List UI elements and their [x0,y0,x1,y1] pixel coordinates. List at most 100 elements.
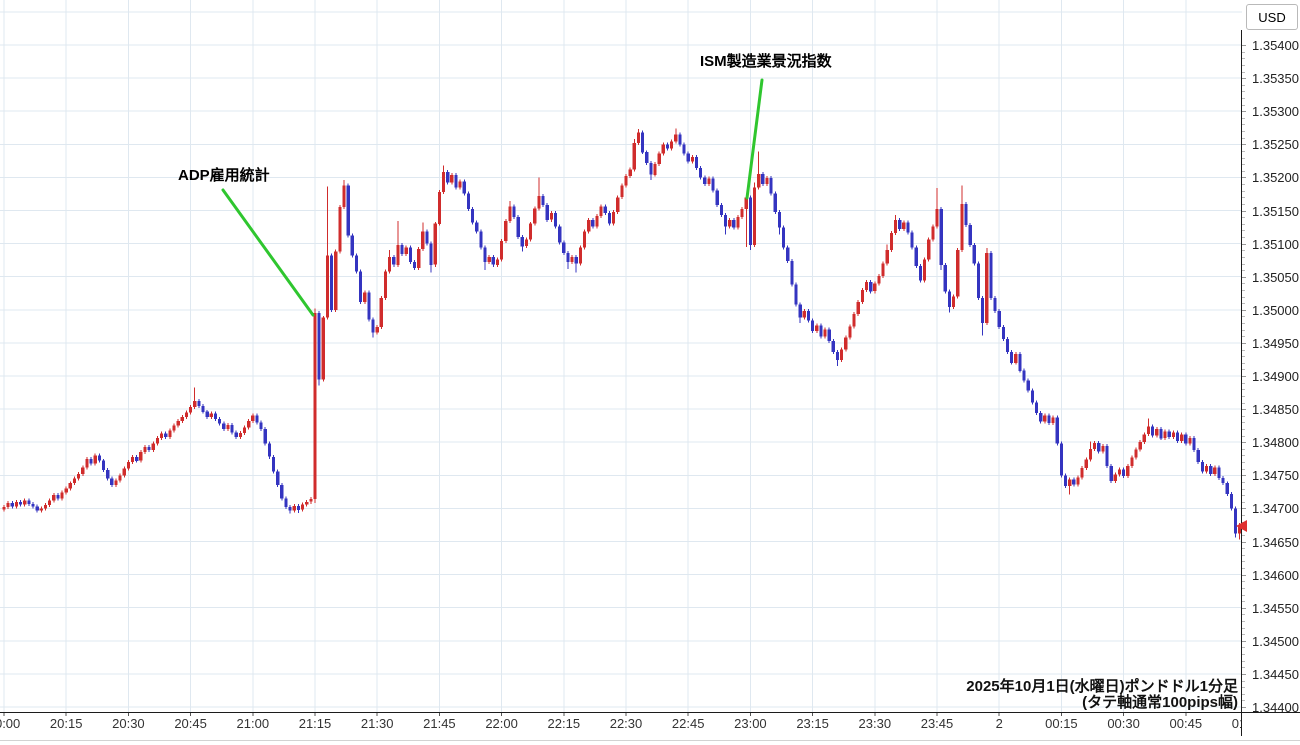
x-axis-label: 20:30 [112,716,145,731]
candle-body [226,425,230,429]
candle-body [392,256,396,265]
candle-body [533,208,537,224]
candle-body [184,412,189,417]
y-axis-tick [1242,177,1246,179]
candle-body [1155,429,1159,436]
candle-body [918,266,922,281]
candle-body [981,297,985,324]
y-axis-tick [1242,389,1245,391]
candle-body [1184,434,1188,444]
candle-body [1109,466,1113,482]
x-axis-label: 00:30 [1107,716,1140,731]
y-axis-tick [1242,468,1245,470]
candle-body [549,213,553,220]
candle-body [85,458,89,468]
candle-body [450,174,454,183]
y-axis-tick [1242,342,1246,344]
candle-body [1047,415,1051,423]
annotation-callout-line [221,188,315,317]
y-axis-tick [1242,455,1245,457]
candle-body [1126,466,1130,476]
y-axis-tick [1242,501,1245,503]
y-axis-tick [1242,45,1246,46]
x-axis-label: 23:45 [921,716,954,731]
x-axis-label: 00:15 [1045,716,1078,731]
candle-body [578,247,582,264]
candle-body [475,222,479,232]
candle-body [383,271,388,298]
candle-body [985,252,989,324]
candle-body [616,197,620,212]
candle-body [898,219,902,230]
y-axis-tick [1242,336,1245,338]
candle-body [1163,431,1167,439]
candle-body [657,153,661,165]
candle-body [23,500,27,505]
candle-body [827,329,831,341]
candle-body [620,185,624,198]
candle-body [873,283,877,292]
candle-body [508,206,512,222]
candle-body [694,156,699,169]
y-axis-tick [1242,429,1245,430]
candle-body [674,134,678,142]
y-axis-label: 1.35150 [1252,203,1299,219]
candle-body [135,456,139,461]
candle-body [1188,438,1192,444]
candle-body [653,164,657,175]
candle-body [242,427,247,433]
y-axis-tick [1242,640,1246,642]
y-axis-tick [1242,117,1245,119]
candle-body [902,222,906,229]
currency-tab-usd[interactable]: USD [1246,4,1298,30]
candle-body [342,185,346,208]
candle-body [504,221,508,241]
candlestick-chart[interactable]: 20:00 20:15 20:30 20:45 21:00 21:15 21:30 21:45… [0,0,1242,745]
y-axis-tick [1242,680,1245,682]
candle-body [711,178,715,191]
candle-body [317,313,321,380]
candle-body [703,177,707,184]
candle-body [139,452,143,461]
candle-body [943,264,947,292]
candle-body [176,421,180,426]
candle-body [143,446,147,453]
candle-body [636,132,640,143]
candle-body [437,192,441,224]
x-axis-label: 21:30 [361,716,394,731]
y-axis-tick [1242,323,1245,324]
candle-body [1146,426,1151,435]
candle-body [375,327,379,333]
y-axis-tick [1242,607,1246,609]
y-axis-tick [1242,495,1245,497]
x-axis-label: 20:00 [0,716,20,731]
y-axis-tick [1242,634,1245,636]
candle-body [209,413,213,417]
candle-body [823,329,827,337]
candle-body [512,206,516,218]
candle-body [1122,469,1126,476]
y-axis-tick [1242,223,1245,225]
candle-body [1217,467,1221,478]
y-axis-tick [1242,157,1245,159]
candle-body [292,505,296,511]
candle-body [835,352,840,361]
candle-body [35,506,39,511]
y-axis-tick [1242,349,1245,351]
current-price-marker [1236,520,1247,533]
candle-body [595,215,599,227]
y-axis-tick [1242,283,1245,285]
candle-body [305,501,309,505]
candle-body [180,417,184,421]
y-axis-tick [1242,462,1245,464]
candle-body [396,244,400,265]
y-axis-tick [1242,422,1245,424]
candle-body [972,244,976,264]
y-axis-tick [1242,475,1246,477]
candle-body [516,217,520,237]
candle-body [230,425,234,433]
candle-body [27,500,31,504]
y-axis-label: 1.35200 [1252,170,1299,186]
candle-body [587,219,591,232]
candle-body [164,433,168,437]
